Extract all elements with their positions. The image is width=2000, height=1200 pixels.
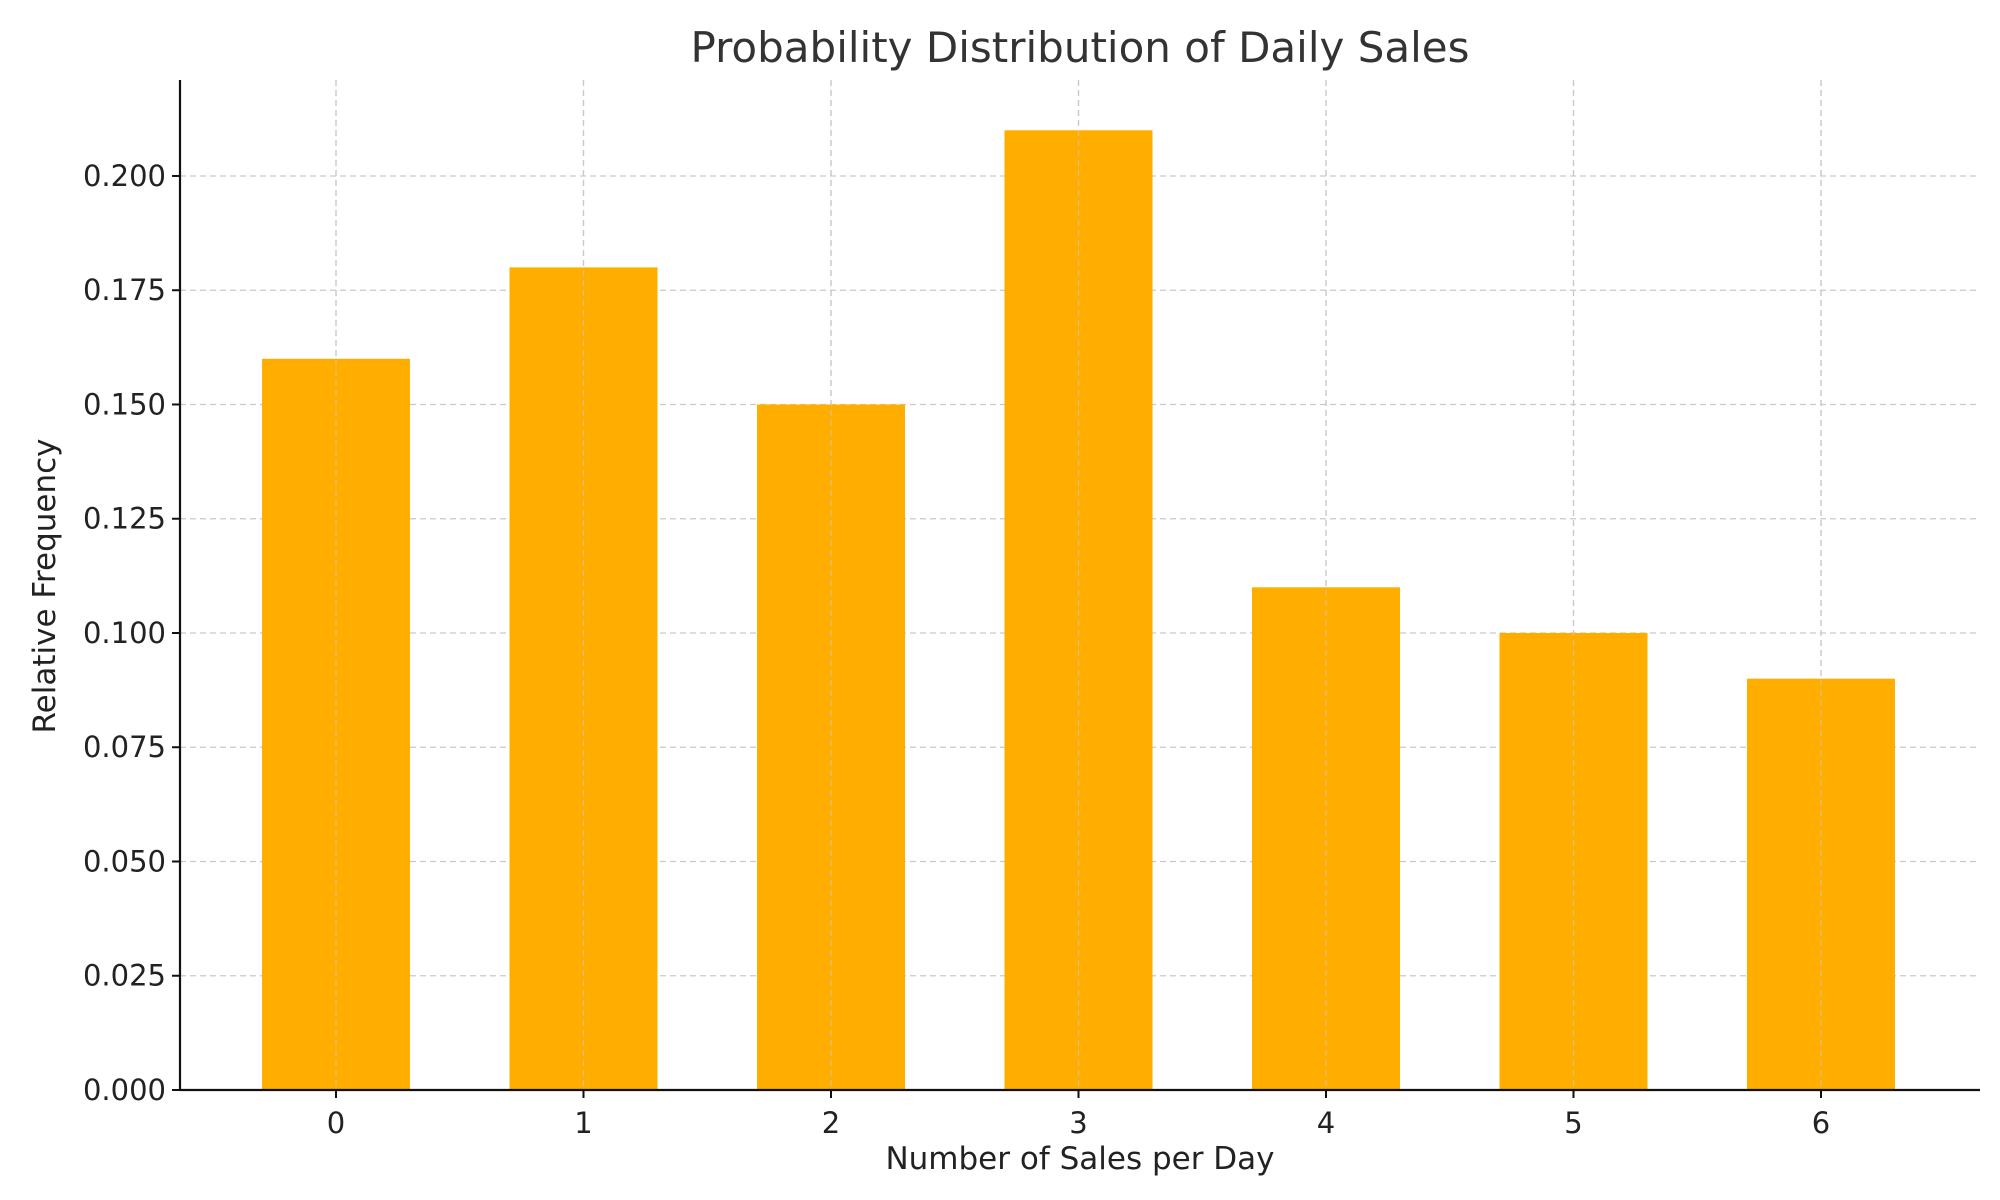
x-tick-label: 1: [574, 1106, 592, 1140]
chart-title: Probability Distribution of Daily Sales: [691, 23, 1470, 72]
y-tick-label: 0.075: [83, 730, 166, 764]
bar-2: [757, 404, 905, 1091]
y-tick-label: 0.200: [83, 159, 166, 193]
y-tick-label: 0.000: [83, 1073, 166, 1107]
y-tick-label: 0.100: [83, 616, 166, 650]
y-tick-label: 0.050: [83, 844, 166, 878]
y-tick-label: 0.175: [83, 273, 166, 307]
x-tick-label: 6: [1812, 1106, 1830, 1140]
y-tick-label: 0.150: [83, 387, 166, 421]
x-tick-label: 5: [1564, 1106, 1582, 1140]
x-axis-label: Number of Sales per Day: [885, 1141, 1274, 1177]
y-axis-label: Relative Frequency: [27, 438, 63, 733]
tick-labels: 0.000 0.025 0.050 0.075 0.100 0.125 0.150 0.175…: [83, 159, 1830, 1140]
axes: [172, 80, 1980, 1098]
x-tick-label: 0: [327, 1106, 345, 1140]
x-tick-label: 2: [822, 1106, 840, 1140]
x-tick-label: 3: [1069, 1106, 1087, 1140]
bars: [262, 80, 1895, 1091]
x-tick-label: 4: [1317, 1106, 1335, 1140]
y-tick-label: 0.025: [83, 959, 166, 993]
y-tick-label: 0.125: [83, 502, 166, 536]
